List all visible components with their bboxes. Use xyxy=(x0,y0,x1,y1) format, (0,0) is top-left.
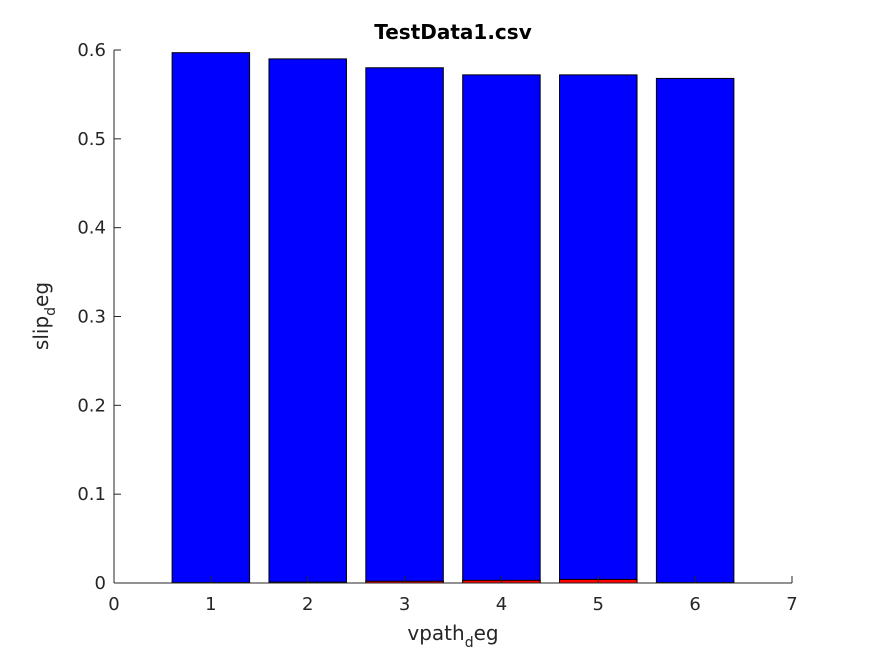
bar-series1-x2 xyxy=(268,58,347,584)
x-tick-label: 3 xyxy=(399,594,410,615)
y-tick-label: 0.4 xyxy=(77,218,106,239)
y-tick-label: 0.1 xyxy=(77,484,106,505)
axes-layer: 0 1 2 3 4 5 6 7 0 0.1 0.2 0.3 0.4 0.5 0.6 xyxy=(77,40,797,615)
y-tick-label: 0 xyxy=(95,573,106,594)
x-tick-label: 7 xyxy=(786,594,797,615)
bars-layer xyxy=(171,52,735,584)
x-tick-label: 4 xyxy=(496,594,507,615)
y-axis-label: slipdeg xyxy=(29,282,59,350)
y-tick-label: 0.5 xyxy=(77,129,106,150)
x-tick-label: 1 xyxy=(205,594,216,615)
x-tick-label: 6 xyxy=(689,594,700,615)
x-tick-label: 5 xyxy=(593,594,604,615)
bar-series1-x5 xyxy=(559,74,638,584)
bar-series1-x4 xyxy=(462,74,541,584)
bar-series1-x1 xyxy=(171,52,251,584)
x-axis-label-main: vpath xyxy=(407,621,464,645)
bar-series1-x6 xyxy=(655,77,735,584)
x-tick-label: 2 xyxy=(302,594,313,615)
x-tick-label: 0 xyxy=(108,594,119,615)
x-axis-label-sub: d xyxy=(465,635,474,651)
x-axis-label-tail: eg xyxy=(474,621,499,645)
y-tick-label: 0.6 xyxy=(77,40,106,61)
y-tick-label: 0.3 xyxy=(77,307,106,328)
y-axis-label-main: slip xyxy=(29,316,53,350)
y-axis-label-tail: eg xyxy=(29,282,53,307)
x-axis-label: vpathdeg xyxy=(407,621,498,651)
y-axis-label-sub: d xyxy=(43,307,59,316)
bar-series1-x3 xyxy=(365,67,444,584)
y-tick-label: 0.2 xyxy=(77,395,106,416)
chart-title: TestData1.csv xyxy=(374,20,531,44)
